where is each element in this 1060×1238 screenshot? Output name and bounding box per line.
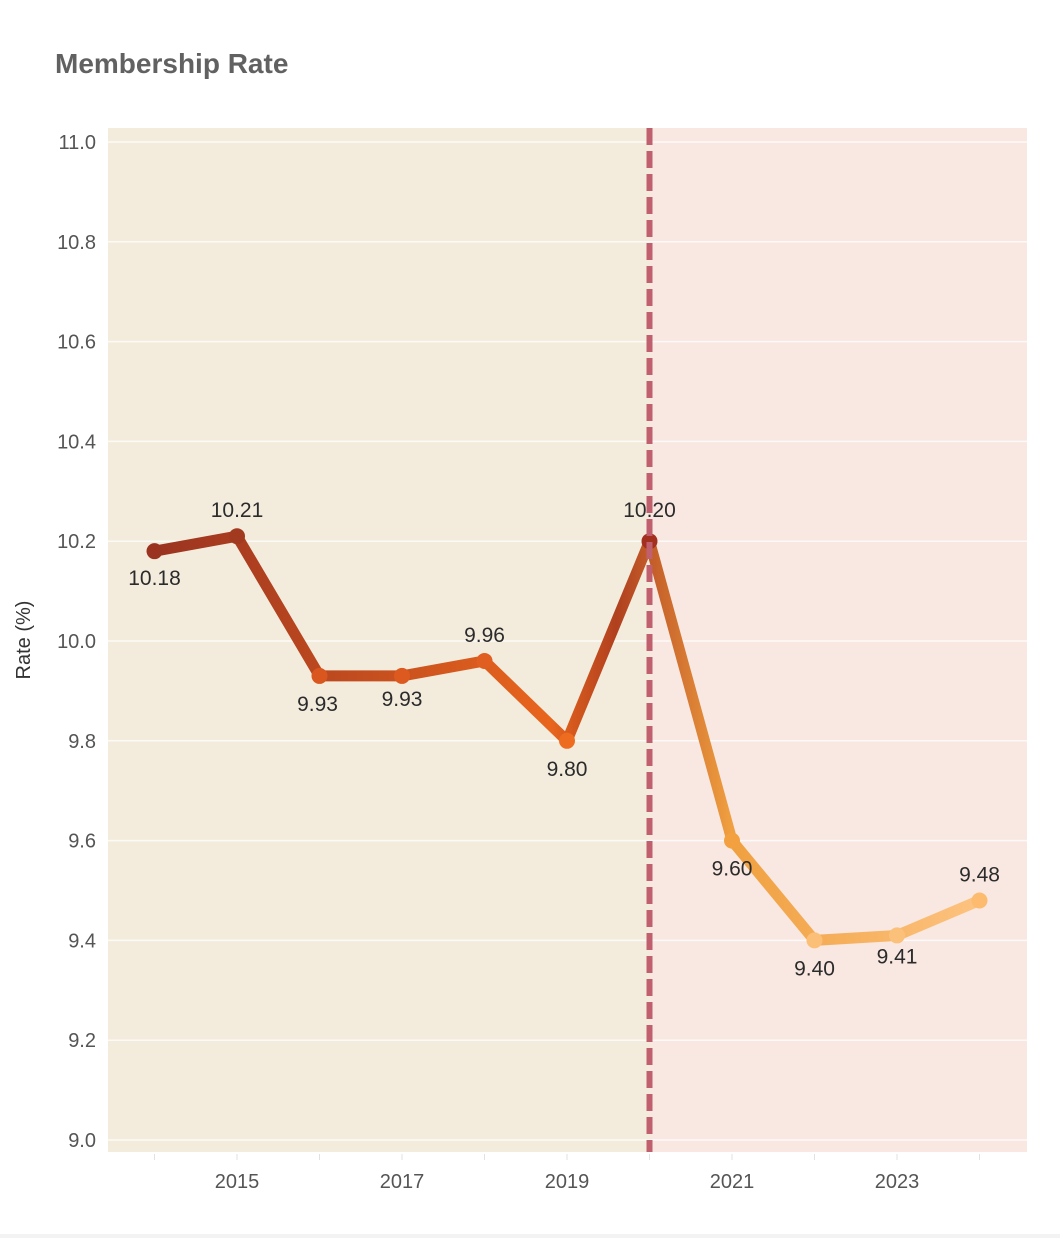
data-label: 9.41 <box>877 945 918 968</box>
y-tick-label: 10.2 <box>57 531 96 553</box>
y-tick-label: 9.4 <box>68 930 96 952</box>
x-tick-label: 2019 <box>545 1171 590 1193</box>
y-tick-label: 9.2 <box>68 1030 96 1052</box>
y-tick-label: 11.0 <box>59 132 96 154</box>
data-label: 9.60 <box>712 858 753 881</box>
y-tick-label: 10.4 <box>57 431 96 453</box>
data-point[interactable] <box>394 667 410 684</box>
y-tick-label: 10.6 <box>57 332 96 354</box>
data-point[interactable] <box>889 927 905 944</box>
data-point[interactable] <box>476 652 493 669</box>
data-label: 9.96 <box>464 624 505 647</box>
data-label: 9.93 <box>297 693 338 716</box>
data-point[interactable] <box>146 543 163 560</box>
chart-title: Membership Rate <box>55 48 289 79</box>
data-label: 10.20 <box>623 499 676 522</box>
data-point[interactable] <box>559 732 575 749</box>
data-label: 10.18 <box>128 567 181 590</box>
y-tick-label: 9.0 <box>68 1130 96 1152</box>
data-point[interactable] <box>311 667 328 684</box>
region-after <box>649 128 1027 1152</box>
data-point[interactable] <box>641 533 658 550</box>
data-label: 9.80 <box>547 758 588 781</box>
x-tick-label: 2023 <box>875 1171 920 1193</box>
y-axis-title: Rate (%) <box>13 601 35 680</box>
data-point[interactable] <box>229 528 245 545</box>
x-tick-label: 2015 <box>215 1171 260 1193</box>
data-label: 10.21 <box>211 499 264 522</box>
data-point[interactable] <box>806 932 823 949</box>
y-tick-label: 9.6 <box>68 831 96 853</box>
data-label: 9.48 <box>959 863 1000 886</box>
y-tick-label: 9.8 <box>68 731 96 753</box>
data-point[interactable] <box>724 832 740 849</box>
data-label: 9.93 <box>382 688 423 711</box>
x-tick-label: 2017 <box>380 1171 425 1193</box>
bottom-divider <box>0 1234 1060 1238</box>
y-tick-label: 10.0 <box>57 631 96 653</box>
x-tick-label: 2021 <box>710 1171 755 1193</box>
y-tick-label: 10.8 <box>57 232 96 254</box>
data-point[interactable] <box>971 892 988 909</box>
data-label: 9.40 <box>794 957 835 980</box>
region-before <box>108 128 650 1152</box>
